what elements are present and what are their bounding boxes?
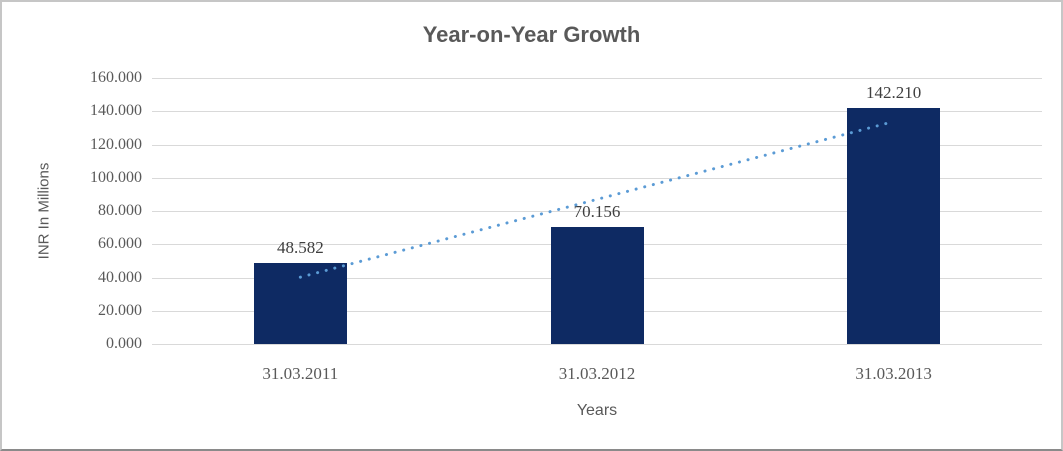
gridline [152, 78, 1042, 79]
bar-value-label: 70.156 [573, 202, 621, 222]
bar-31.03.2013 [847, 107, 941, 344]
bar-31.03.2012 [550, 227, 644, 344]
y-tick-label: 40.000 [98, 268, 142, 286]
y-tick-label: 60.000 [98, 235, 142, 253]
y-tick-label: 120.000 [90, 135, 142, 153]
bar-value-label: 48.582 [276, 238, 324, 258]
x-tick-label: 31.03.2013 [855, 364, 932, 383]
y-tick-label: 140.000 [90, 102, 142, 120]
x-axis-title: Years [576, 402, 618, 419]
y-tick-label: 0.000 [106, 335, 142, 352]
chart-title: Year-on-Year Growth [422, 22, 641, 47]
y-tick-label: 100.000 [90, 168, 142, 186]
bar-31.03.2011 [253, 263, 347, 344]
gridline [152, 111, 1042, 113]
y-tick-label: 20.000 [98, 301, 142, 319]
y-tick-label: 80.000 [98, 202, 142, 219]
bar-value-label: 142.210 [866, 82, 922, 102]
gridline [152, 344, 1042, 345]
y-tick-label: 160.000 [90, 69, 142, 86]
x-tick-label: 31.03.2011 [262, 364, 339, 383]
x-tick-label: 31.03.2012 [558, 364, 636, 383]
